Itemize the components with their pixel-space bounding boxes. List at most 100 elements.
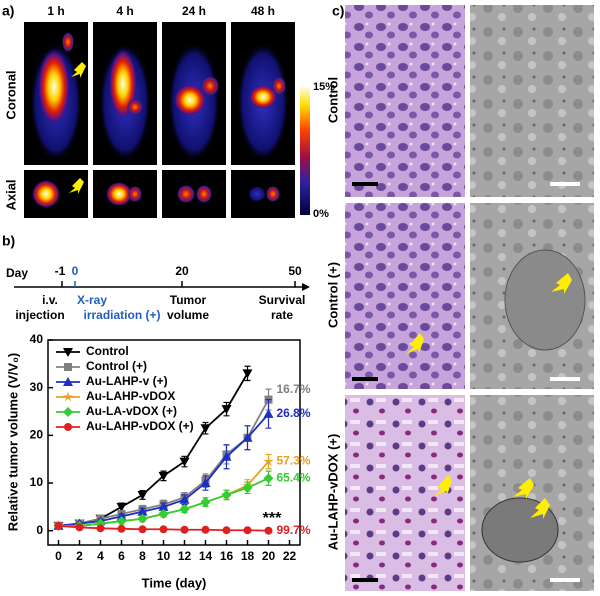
marker [158,501,169,511]
marker [64,423,72,431]
significance: *** [263,510,282,527]
legend-label: Au-LAHP-vDOX [86,389,175,403]
timeline-event: rate [271,308,293,322]
legend-label: Au-LAHP-v (+) [86,374,168,388]
marker [263,408,274,418]
micrographs [345,5,594,591]
end-label: 65.4% [277,470,311,484]
end-label: 57.3% [277,454,311,468]
marker [116,502,127,512]
timeline-event: irradiation (+) [83,308,160,322]
marker [138,525,147,534]
marker [243,526,252,535]
y-tick-label: 30 [30,380,44,394]
row-label: Coronal [3,70,18,119]
marker [179,504,190,515]
marker [179,457,190,467]
x-tick-label: 16 [220,549,234,563]
end-label: 26.8% [277,406,311,420]
marker [137,513,148,524]
x-tick-label: 8 [139,549,146,563]
x-tick-label: 18 [241,549,255,563]
y-tick-label: 40 [30,332,44,346]
y-tick-label: 10 [30,475,44,489]
marker [63,348,73,357]
time-label: 48 h [251,4,275,18]
x-tick-label: 6 [118,549,125,563]
marker [263,473,274,484]
timeline-day: 0 [72,264,79,278]
marker [221,489,232,500]
marker [137,506,148,516]
marker [117,524,126,533]
timeline: -1 0 20 50 i.v. injection X-ray irradiat… [14,264,310,322]
marker [54,521,63,530]
marker [222,526,231,535]
y-tick-label: 0 [36,523,43,537]
marker [63,407,73,417]
x-tick-label: 12 [178,549,192,563]
marker [75,523,84,532]
row-label: Au-LAHP-vDOX (+) [325,434,340,551]
time-label: 1 h [47,4,64,18]
timeline-event: Tumor [170,293,207,307]
scale-bars [352,182,580,582]
y-tick-label: 20 [30,428,44,442]
marker [221,451,232,461]
legend-label: Control [86,344,129,358]
pet-images [24,22,295,218]
pet-axial [162,170,226,218]
pet-coronal [24,22,88,165]
pet-axial [93,170,157,218]
colorbar-label: 0% [313,208,329,220]
time-label: 4 h [116,4,133,18]
arrows [406,273,572,519]
marker [158,509,169,520]
end-label: 16.7% [277,382,311,396]
em-image [470,5,594,197]
x-tick-label: 14 [199,549,213,563]
plot-frame [47,339,301,546]
pet-coronal [162,22,226,165]
timeline-event: volume [167,308,209,322]
timeline-day: 50 [288,264,302,278]
marker [242,482,253,493]
colorbar-label: 15% [313,81,335,93]
panel-label: c) [332,3,344,19]
panel-label: a) [2,3,14,19]
timeline-event: Survival [259,293,306,307]
x-tick-label: 10 [157,549,171,563]
marker [158,471,169,481]
marker [242,369,253,379]
legend-label: Au-LA-vDOX (+) [86,404,177,418]
x-axis-label: Time (day) [142,575,207,590]
marker [263,456,274,467]
marker [264,526,273,535]
marker [64,363,72,371]
x-tick-label: 0 [55,549,62,563]
marker [116,516,127,527]
end-label: 99.7% [277,523,311,537]
marker [200,497,211,508]
x-tick-label: 4 [97,549,104,563]
timeline-day: 20 [175,264,189,278]
colorbar [300,85,310,215]
row-label: Control (+) [325,262,340,328]
marker [137,490,148,500]
time-label: 24 h [182,4,206,18]
pet-axial [231,170,295,218]
marker [221,405,232,415]
timeline-day: -1 [55,264,66,278]
marker [242,432,253,442]
marker [63,377,73,386]
marker [200,478,211,488]
timeline-label: Day [6,266,28,280]
marker [180,525,189,534]
timeline-event: i.v. [42,293,58,307]
pet-axial [24,170,88,218]
histology-image [345,395,465,591]
panel-label: b) [2,233,15,249]
timeline-event: X-ray [77,293,107,307]
